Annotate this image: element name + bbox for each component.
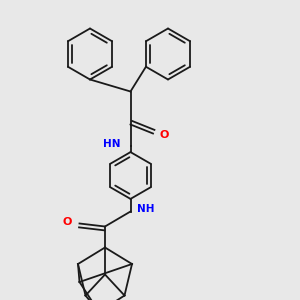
Text: O: O xyxy=(63,217,72,227)
Text: HN: HN xyxy=(103,139,120,149)
Text: O: O xyxy=(160,130,169,140)
Text: NH: NH xyxy=(137,203,154,214)
